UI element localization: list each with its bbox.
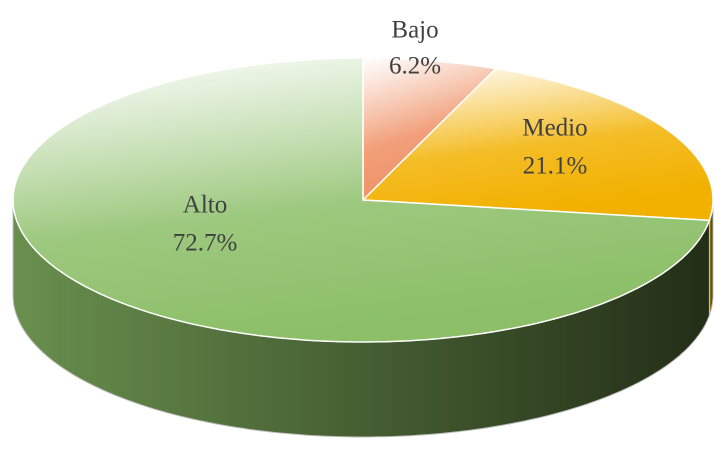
slice-label-name: Medio: [522, 115, 587, 142]
slice-label-value: 72.7%: [173, 230, 238, 257]
slice-label-value: 21.1%: [523, 153, 588, 180]
slice-label-name: Bajo: [391, 17, 438, 44]
slice: [362, 57, 498, 202]
slice: [361, 67, 714, 222]
slice: [12, 57, 711, 343]
slice-label-name: Alto: [183, 192, 227, 219]
slice-label-value: 6.2%: [389, 53, 441, 80]
